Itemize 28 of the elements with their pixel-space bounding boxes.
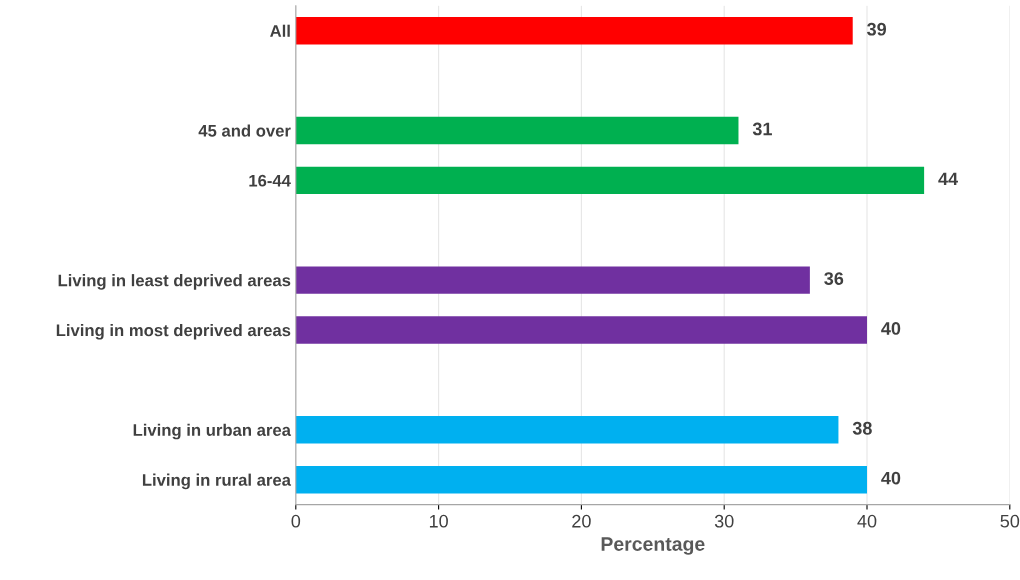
x-tick-label: 50 [1000,514,1020,528]
data-label: 31 [752,122,772,136]
bar [295,316,867,344]
y-tick-label: Living in least deprived areas [58,274,291,290]
data-label: 40 [881,471,901,485]
x-tick-label: 30 [714,514,734,528]
y-tick-label: 45 and over [198,124,291,137]
y-tick-label: Living in rural area [142,473,292,490]
y-tick-label: Living in urban area [133,423,292,440]
bar [295,465,867,494]
y-tick-label: All [270,24,290,37]
bar [295,166,925,195]
x-tick-label: 40 [857,514,877,528]
bar [295,266,810,294]
y-tick-label: 16-44 [249,174,291,187]
x-tick-label: 0 [291,514,301,528]
data-label: 36 [824,272,844,286]
bar [295,416,839,444]
x-tick-label: 10 [429,514,448,528]
data-label: 44 [938,172,958,186]
bar [295,116,739,145]
x-tick-label: 20 [572,514,591,528]
bar [295,17,853,45]
data-label: 39 [867,22,887,36]
data-label: 38 [852,421,872,435]
x-axis-title: Percentage [601,537,705,555]
y-tick-label: Living in most deprived areas [56,323,291,340]
data-label: 40 [881,322,901,335]
